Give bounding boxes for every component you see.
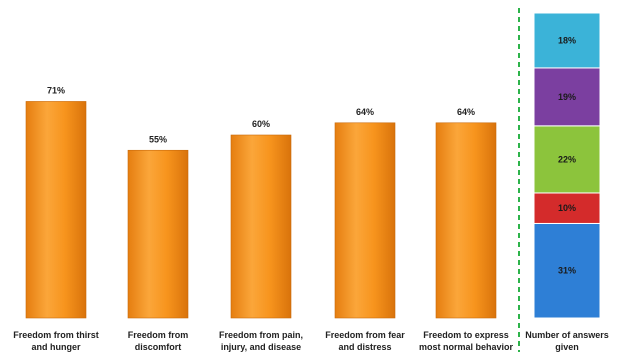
category-label-5-line-1: Freedom to express (423, 330, 509, 340)
bar-value-label-1: 71% (47, 85, 65, 95)
bar-4 (334, 122, 396, 319)
category-label-1-line-2: and hunger (32, 342, 81, 352)
category-label-4-line-2: and distress (338, 342, 391, 352)
category-label-1-line-1: Freedom from thirst (13, 330, 99, 340)
bar-value-label-5: 64% (457, 107, 475, 117)
stack-category-label-line-2: given (555, 342, 579, 352)
bar-3 (230, 134, 292, 319)
bar-1 (25, 101, 87, 319)
stack-category-label-line-1: Number of answers (525, 330, 609, 340)
stack-segment-label-5: 18% (558, 35, 576, 45)
stacked-bar: 31% 10% 22% 19% 18% Number of answers given (525, 12, 609, 352)
bar-2 (127, 149, 189, 319)
stack-segment-label-2: 10% (558, 203, 576, 213)
stack-segment-1 (533, 222, 601, 319)
bar-5 (435, 122, 497, 319)
stack-segment-label-1: 31% (558, 266, 576, 276)
bar-value-label-3: 60% (252, 119, 270, 129)
stack-segment-5 (533, 12, 601, 69)
category-label-2-line-2: discomfort (135, 342, 182, 352)
bar-value-label-4: 64% (356, 107, 374, 117)
bars-layer: 71% Freedom from thirst and hunger 55% Freed… (13, 85, 513, 352)
category-label-5-line-2: most normal behavior (419, 342, 514, 352)
stack-segment-4 (533, 67, 601, 127)
category-label-3-line-2: injury, and disease (221, 342, 301, 352)
stack-segment-2 (533, 192, 601, 224)
category-label-2-line-1: Freedom from (128, 330, 189, 340)
category-label-4-line-1: Freedom from fear (325, 330, 405, 340)
stack-segment-label-3: 22% (558, 154, 576, 164)
category-label-3-line-1: Freedom from pain, (219, 330, 303, 340)
bar-value-label-2: 55% (149, 134, 167, 144)
stack-segment-label-4: 19% (558, 92, 576, 102)
